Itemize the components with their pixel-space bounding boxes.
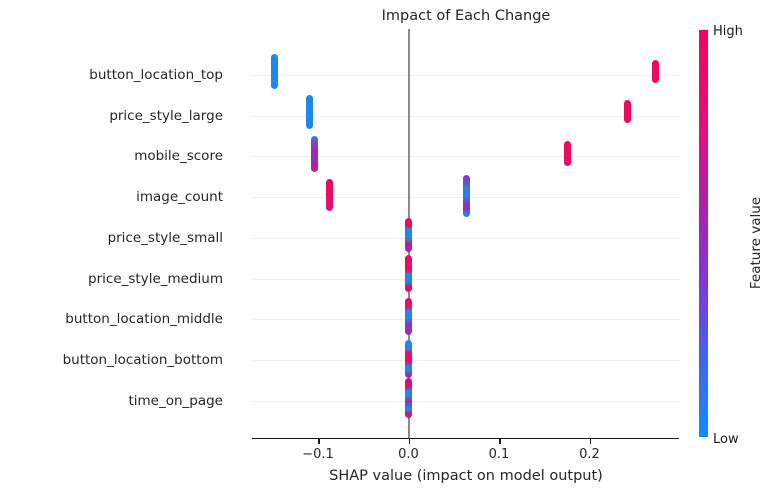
x-tick-mark [318, 439, 320, 444]
gridline [252, 278, 679, 280]
feature-label-button_location_top: button_location_top [89, 67, 223, 83]
gridline [252, 400, 679, 402]
shap-cluster-button_location_middle [405, 297, 412, 335]
x-tick-mark [499, 439, 501, 444]
x-tick-label: 0.0 [398, 447, 419, 462]
feature-label-price_style_medium: price_style_medium [88, 270, 223, 287]
feature-label-price_style_small: price_style_small [107, 229, 223, 246]
colorbar-gradient [699, 30, 708, 437]
gridline [252, 75, 679, 76]
shap-cluster-button_location_top [271, 54, 279, 89]
shap-cluster-image_count [462, 175, 470, 218]
gridline [252, 359, 679, 361]
x-tick-label: −0.1 [302, 447, 334, 462]
shap-cluster-time_on_page [405, 377, 412, 418]
gridline [252, 115, 679, 117]
chart-title: Impact of Each Change [381, 8, 551, 24]
feature-label-button_location_bottom: button_location_bottom [62, 351, 223, 368]
colorbar-high-label: High [713, 24, 743, 39]
x-tick-label: 0.2 [579, 447, 600, 462]
shap-cluster-button_location_bottom [405, 339, 412, 378]
gridline [252, 237, 679, 239]
shap-cluster-mobile_score [564, 141, 572, 167]
x-tick-mark [408, 439, 410, 444]
shap-cluster-image_count [326, 179, 334, 212]
feature-label-button_location_middle: button_location_middle [65, 311, 223, 328]
x-tick-mark [589, 439, 591, 444]
colorbar-axis-label: Feature value [748, 196, 764, 290]
feature-label-price_style_large: price_style_large [109, 107, 223, 124]
shap-cluster-price_style_medium [405, 255, 412, 292]
shap-cluster-button_location_top [652, 60, 660, 83]
gridline [252, 156, 679, 158]
feature-label-image_count: image_count [136, 189, 223, 206]
shap-cluster-price_style_small [405, 217, 412, 252]
colorbar-low-label: Low [713, 432, 739, 447]
shap-cluster-price_style_large [306, 94, 314, 129]
x-axis-line [252, 438, 679, 439]
feature-label-mobile_score: mobile_score [134, 148, 223, 165]
feature-label-time_on_page: time_on_page [128, 392, 223, 409]
shap-cluster-mobile_score [310, 135, 318, 172]
shap-cluster-price_style_large [624, 100, 631, 124]
x-tick-label: 0.1 [488, 447, 510, 462]
x-axis-label: SHAP value (impact on model output) [329, 468, 603, 484]
gridline [252, 319, 679, 321]
